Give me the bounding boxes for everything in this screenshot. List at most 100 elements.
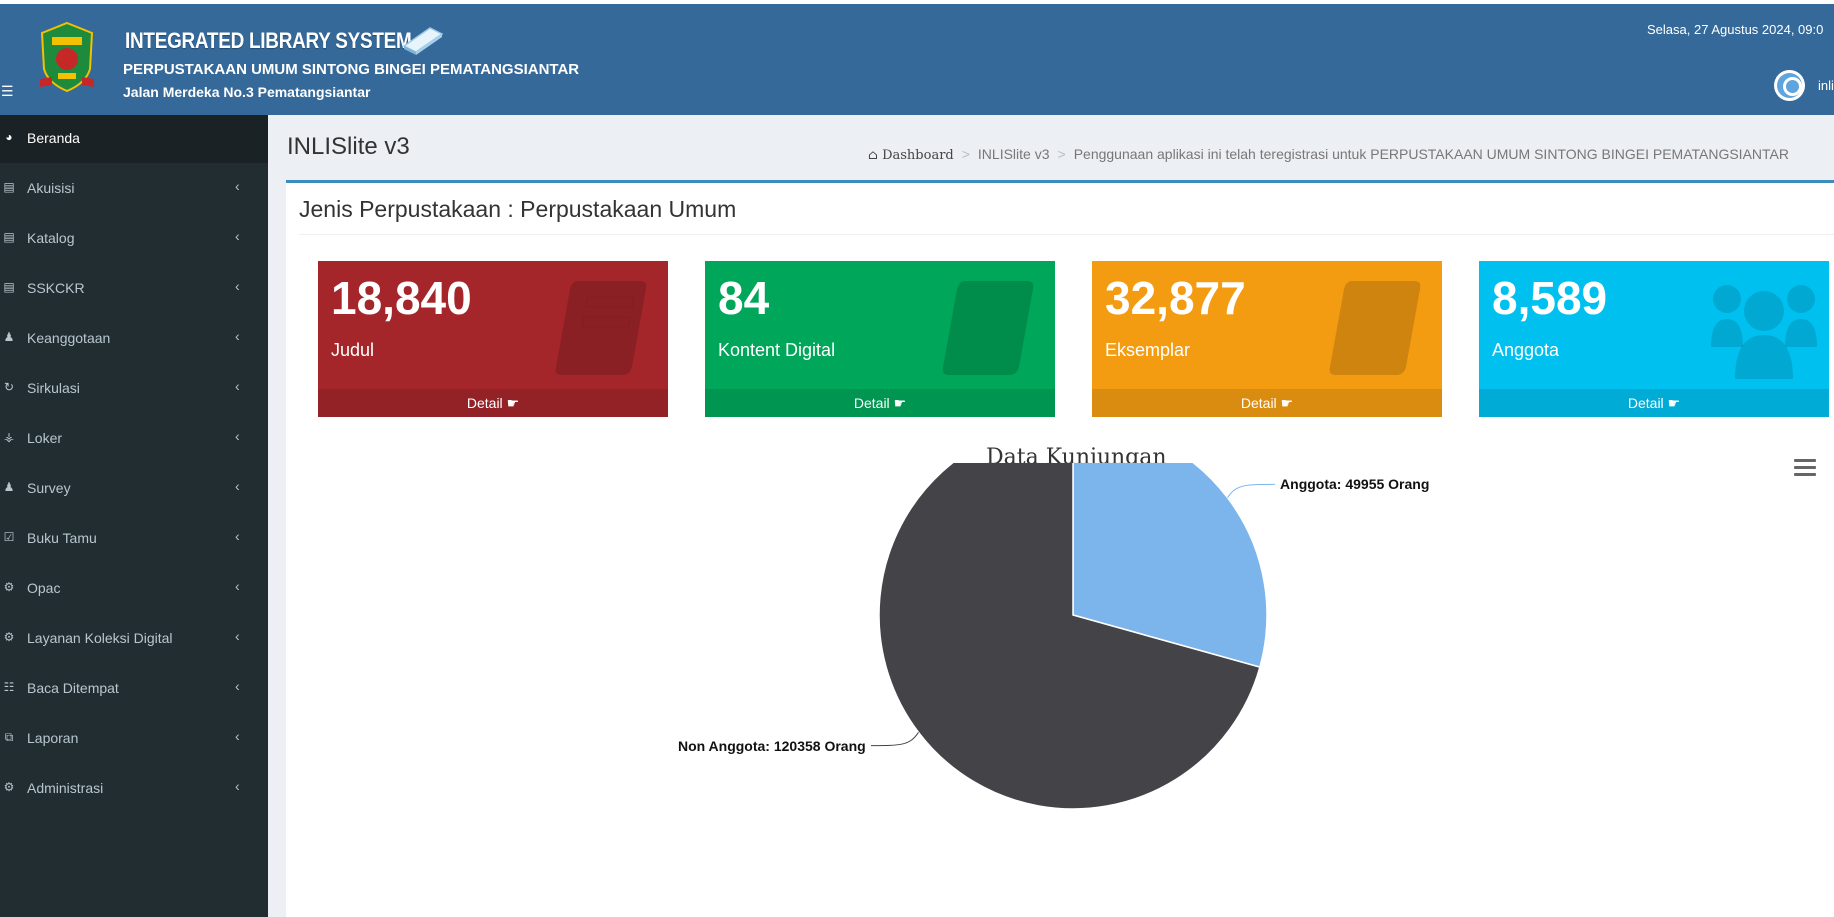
sidebar-item-sirkulasi[interactable]: ↻ Sirkulasi ‹	[0, 365, 268, 413]
dashboard-icon: ◕	[5, 130, 13, 144]
tile-anggota: 8,589 Anggota Detail ☛	[1479, 261, 1829, 417]
cogs-icon: ⚙	[3, 580, 15, 594]
chevron-left-icon: ‹	[235, 628, 240, 644]
datetime-display: Selasa, 27 Agustus 2024, 09:0	[1647, 22, 1824, 37]
key-icon: ⚶	[3, 430, 15, 444]
chevron-left-icon: ‹	[235, 178, 240, 194]
tile-value: 32,877	[1105, 272, 1246, 324]
tile-label: Eksemplar	[1105, 340, 1191, 360]
hand-pointer-icon: ☛	[1280, 395, 1294, 411]
tile-label: Judul	[331, 340, 375, 360]
sidebar-item-laporan[interactable]: ⧉ Laporan ‹	[0, 715, 268, 763]
sidebar-item-label: Layanan Koleksi Digital	[27, 630, 173, 646]
pie-connector	[1227, 483, 1276, 498]
sidebar-item-buku-tamu[interactable]: ☑ Buku Tamu ‹	[0, 515, 268, 563]
tile-judul: 18,840 Judul Detail ☛	[318, 261, 668, 417]
sidebar-item-akuisisi[interactable]: ▤ Akuisisi ‹	[0, 165, 268, 213]
breadcrumb-registration-note: Penggunaan aplikasi ini telah teregistra…	[1073, 146, 1789, 162]
sidebar-item-sskckr[interactable]: ▤ SSKCKR ‹	[0, 265, 268, 313]
tile-value: 8,589	[1492, 272, 1608, 324]
chevron-left-icon: ‹	[235, 528, 240, 544]
chevron-left-icon: ‹	[235, 428, 240, 444]
sidebar-item-label: Laporan	[27, 730, 79, 746]
system-title: INTEGRATED LIBRARY SYSTEM	[125, 28, 412, 53]
hamburger-icon[interactable]: ☰	[1, 83, 14, 99]
user-name[interactable]: inli	[1818, 78, 1834, 93]
chart-menu-icon[interactable]	[1794, 459, 1816, 477]
chevron-left-icon: ‹	[235, 678, 240, 694]
copy-icon: ⧉	[4, 730, 14, 744]
book-icon	[402, 27, 444, 55]
sidebar-item-katalog[interactable]: ▤ Katalog ‹	[0, 215, 268, 263]
pie-label-anggota: Anggota: 49955 Orang	[1280, 476, 1430, 493]
pie-slice-anggota[interactable]	[1072, 463, 1268, 669]
sidebar-item-label: Katalog	[27, 230, 75, 246]
user-avatar-icon[interactable]	[1774, 70, 1805, 101]
sidebar-item-administrasi[interactable]: ⚙ Administrasi ‹	[0, 765, 268, 813]
sidebar-item-label: Sirkulasi	[27, 380, 80, 396]
chevron-left-icon: ‹	[235, 278, 240, 294]
rss-icon: ☷	[3, 680, 15, 694]
breadcrumb: ⌂ Dashboard > INLISlite v3 > Penggunaan apli…	[868, 146, 1789, 163]
chevron-left-icon: ‹	[235, 328, 240, 344]
sidebar-item-label: SSKCKR	[27, 280, 85, 296]
tile-label: Kontent Digital	[718, 340, 836, 360]
dashboard-box: Jenis Perpustakaan : Perpustakaan Umum 1…	[286, 180, 1834, 917]
tile-value: 84	[718, 272, 770, 324]
refresh-icon: ↻	[3, 380, 15, 394]
tile-detail-link[interactable]: Detail ☛	[705, 389, 1055, 417]
users-icon	[1711, 285, 1817, 379]
tile-label: Anggota	[1492, 340, 1560, 360]
sidebar-item-opac[interactable]: ⚙ Opac ‹	[0, 565, 268, 613]
sidebar: ◕ Beranda ▤ Akuisisi ‹ ▤ Katalog ‹ ▤ SSKCKR ‹ ♟ Kean…	[0, 115, 268, 917]
sidebar-item-label: Akuisisi	[27, 180, 75, 196]
breadcrumb-home[interactable]: ⌂ Dashboard	[868, 148, 954, 163]
library-type-title: Jenis Perpustakaan : Perpustakaan Umum	[299, 196, 737, 222]
chevron-left-icon: ‹	[235, 228, 240, 244]
book-icon	[555, 281, 647, 375]
sidebar-item-label: Baca Ditempat	[27, 680, 119, 696]
sidebar-item-loker[interactable]: ⚶ Loker ‹	[0, 415, 268, 463]
book-icon: ▤	[3, 180, 15, 194]
sidebar-item-beranda[interactable]: ◕ Beranda	[0, 115, 268, 163]
chevron-left-icon: ‹	[235, 728, 240, 744]
checkbox-icon: ☑	[3, 530, 15, 544]
sidebar-item-keanggotaan[interactable]: ♟ Keanggotaan ‹	[0, 315, 268, 363]
book-icon	[1329, 281, 1421, 375]
pie-label-non-anggota: Non Anggota: 120358 Orang	[677, 737, 866, 754]
tile-eksemplar: 32,877 Eksemplar Detail ☛	[1092, 261, 1442, 417]
book-icon	[942, 281, 1034, 375]
pie-slice-non-anggota[interactable]	[878, 463, 1261, 810]
chevron-left-icon: ‹	[235, 378, 240, 394]
sidebar-item-label: Survey	[27, 480, 71, 496]
library-address: Jalan Merdeka No.3 Pematangsiantar	[123, 84, 371, 100]
tile-detail-link[interactable]: Detail ☛	[318, 389, 668, 417]
page-title: INLISlite v3	[287, 133, 410, 160]
sidebar-item-label: Opac	[27, 580, 61, 596]
sidebar-item-baca-ditempat[interactable]: ☷ Baca Ditempat ‹	[0, 665, 268, 713]
book-icon: ▤	[3, 230, 15, 244]
user-icon: ♟	[3, 330, 15, 344]
breadcrumb-current[interactable]: INLISlite v3	[977, 146, 1050, 162]
tile-value: 18,840	[331, 272, 472, 324]
users-icon: ♟	[3, 480, 15, 494]
hand-pointer-icon: ☛	[1667, 395, 1681, 411]
tile-detail-link[interactable]: Detail ☛	[1092, 389, 1442, 417]
cogs-icon: ⚙	[3, 630, 15, 644]
chevron-left-icon: ‹	[235, 778, 240, 794]
chevron-left-icon: ‹	[235, 578, 240, 594]
sidebar-item-label: Beranda	[27, 130, 80, 146]
chevron-left-icon: ‹	[235, 478, 240, 494]
sidebar-item-label: Buku Tamu	[27, 530, 97, 546]
book-icon: ▤	[3, 280, 15, 294]
sidebar-item-label: Keanggotaan	[27, 330, 111, 346]
tile-detail-link[interactable]: Detail ☛	[1479, 389, 1829, 417]
sidebar-item-layanan-koleksi-digital[interactable]: ⚙ Layanan Koleksi Digital ‹	[0, 615, 268, 663]
breadcrumb-separator: >	[961, 146, 970, 162]
hand-pointer-icon: ☛	[506, 395, 520, 411]
pie-connector	[870, 732, 919, 747]
sidebar-item-survey[interactable]: ♟ Survey ‹	[0, 465, 268, 513]
library-name: PERPUSTAKAAN UMUM SINTONG BINGEI PEMATAN…	[123, 61, 580, 78]
breadcrumb-separator: >	[1057, 146, 1066, 162]
hand-pointer-icon: ☛	[893, 395, 907, 411]
